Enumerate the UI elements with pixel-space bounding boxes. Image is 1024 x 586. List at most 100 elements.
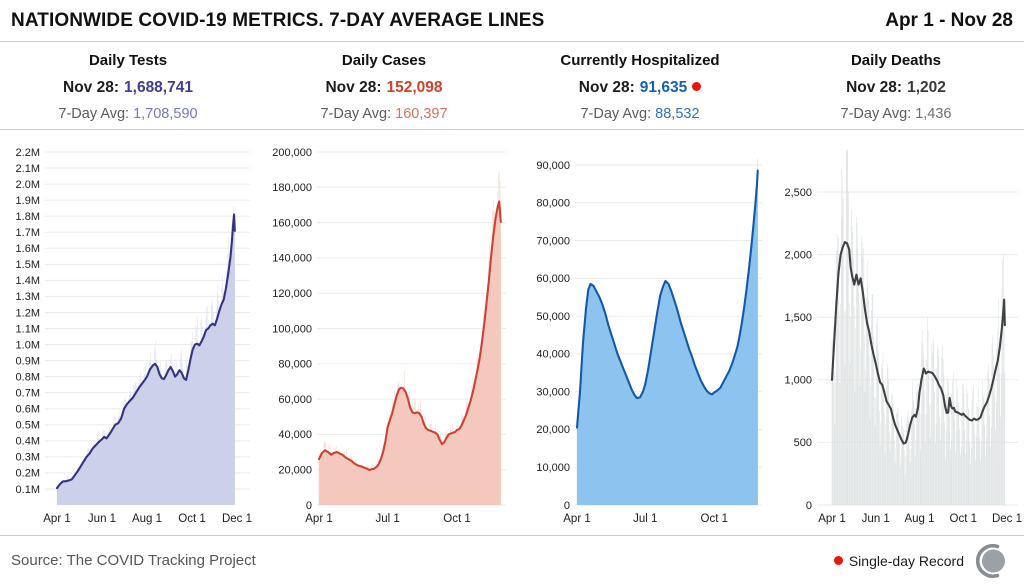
svg-text:1.3M: 1.3M bbox=[16, 291, 40, 303]
svg-text:2.1M: 2.1M bbox=[16, 163, 40, 175]
svg-text:0.8M: 0.8M bbox=[16, 371, 40, 383]
svg-text:Dec 1: Dec 1 bbox=[222, 513, 252, 525]
svg-text:Oct 1: Oct 1 bbox=[178, 513, 205, 525]
svg-text:1.0M: 1.0M bbox=[16, 339, 40, 351]
stat-avg: 7-Day Avg: 1,708,590 bbox=[0, 106, 256, 122]
svg-text:60,000: 60,000 bbox=[536, 273, 570, 285]
svg-text:Apr 1: Apr 1 bbox=[818, 513, 846, 525]
header: NATIONWIDE COVID-19 METRICS. 7-DAY AVERA… bbox=[0, 0, 1024, 42]
svg-text:80,000: 80,000 bbox=[278, 359, 312, 371]
svg-text:1.6M: 1.6M bbox=[16, 243, 40, 255]
record-legend-label: Single-day Record bbox=[848, 552, 964, 569]
svg-text:1.2M: 1.2M bbox=[16, 307, 40, 319]
svg-text:2.0M: 2.0M bbox=[16, 179, 40, 191]
svg-text:0: 0 bbox=[564, 500, 570, 512]
svg-text:Apr 1: Apr 1 bbox=[43, 513, 71, 525]
record-legend: Single-day Record bbox=[833, 539, 1014, 583]
avg-label: 7-Day Avg: bbox=[840, 106, 912, 122]
daily-cases-chart: 0 20,000 40,000 60,000 80,000 100,000 120,000 1… bbox=[272, 147, 506, 525]
svg-text:Oct 1: Oct 1 bbox=[701, 513, 728, 525]
stat-latest: Nov 28: 1,688,741 bbox=[0, 79, 256, 97]
svg-text:20,000: 20,000 bbox=[536, 424, 570, 436]
avg-value: 1,708,590 bbox=[133, 106, 198, 122]
svg-text:1.4M: 1.4M bbox=[16, 275, 40, 287]
panel-daily-deaths: 0 500 1,000 1,500 2,000 2,500 Apr 1 Jun 1 Aug 1 O… bbox=[768, 130, 1024, 535]
latest-value: 1,688,741 bbox=[124, 79, 193, 96]
svg-text:40,000: 40,000 bbox=[278, 429, 312, 441]
svg-text:2,500: 2,500 bbox=[784, 187, 812, 199]
avg-value: 1,436 bbox=[915, 106, 952, 122]
stat-latest: Nov 28: 1,202 bbox=[768, 79, 1024, 97]
svg-text:Aug 1: Aug 1 bbox=[132, 513, 162, 525]
svg-text:2.2M: 2.2M bbox=[16, 147, 40, 159]
svg-text:180,000: 180,000 bbox=[272, 182, 312, 194]
panel-daily-cases: 0 20,000 40,000 60,000 80,000 100,000 120,000 1… bbox=[256, 130, 512, 535]
ctp-logo-icon bbox=[975, 543, 1005, 578]
svg-text:0.9M: 0.9M bbox=[16, 355, 40, 367]
svg-text:50,000: 50,000 bbox=[536, 311, 570, 323]
svg-text:160,000: 160,000 bbox=[272, 217, 312, 229]
svg-text:1,500: 1,500 bbox=[784, 312, 812, 324]
svg-text:Jun 1: Jun 1 bbox=[862, 513, 890, 525]
svg-text:Dec 1: Dec 1 bbox=[992, 513, 1022, 525]
daily-deaths-chart: 0 500 1,000 1,500 2,000 2,500 Apr 1 Jun 1 Aug 1 O… bbox=[784, 148, 1022, 525]
svg-text:2,000: 2,000 bbox=[784, 249, 812, 261]
stat-latest: Nov 28: 91,635 bbox=[512, 79, 768, 97]
stat-latest: Nov 28: 152,098 bbox=[256, 79, 512, 97]
svg-text:60,000: 60,000 bbox=[278, 394, 312, 406]
svg-text:30,000: 30,000 bbox=[536, 386, 570, 398]
latest-label: Nov 28: bbox=[325, 79, 382, 96]
svg-text:0.6M: 0.6M bbox=[16, 404, 40, 416]
svg-text:Jun 1: Jun 1 bbox=[88, 513, 116, 525]
stat-title: Daily Cases bbox=[341, 52, 427, 69]
svg-text:0.5M: 0.5M bbox=[16, 420, 40, 432]
latest-label: Nov 28: bbox=[63, 79, 120, 96]
svg-text:70,000: 70,000 bbox=[536, 235, 570, 247]
stat-avg: 7-Day Avg: 1,436 bbox=[768, 106, 1024, 122]
svg-text:40,000: 40,000 bbox=[536, 349, 570, 361]
svg-text:1.8M: 1.8M bbox=[16, 211, 40, 223]
svg-text:120,000: 120,000 bbox=[272, 288, 312, 300]
stat-title: Currently Hospitalized bbox=[560, 52, 720, 69]
charts-row: 0.1M 0.2M 0.3M 0.4M 0.5M 0.6M 0.7M 0.8M 0.9M 1.0M… bbox=[0, 130, 1024, 535]
svg-text:0: 0 bbox=[306, 500, 312, 512]
svg-text:Apr 1: Apr 1 bbox=[563, 513, 591, 525]
svg-text:1.1M: 1.1M bbox=[16, 323, 40, 335]
svg-text:10,000: 10,000 bbox=[536, 462, 570, 474]
stat-title: Daily Deaths bbox=[850, 52, 942, 69]
source-credit: Source: The COVID Tracking Project bbox=[11, 552, 256, 569]
svg-text:0.4M: 0.4M bbox=[16, 436, 40, 448]
avg-label: 7-Day Avg: bbox=[580, 106, 652, 122]
footer: Source: The COVID Tracking Project Singl… bbox=[0, 535, 1024, 585]
svg-text:1,000: 1,000 bbox=[784, 375, 812, 387]
latest-value: 1,202 bbox=[907, 79, 946, 96]
daily-tests-chart: 0.1M 0.2M 0.3M 0.4M 0.5M 0.6M 0.7M 0.8M 0.9M 1.0M… bbox=[16, 147, 252, 525]
svg-text:Apr 1: Apr 1 bbox=[305, 513, 333, 525]
date-range: Apr 1 - Nov 28 bbox=[885, 9, 1013, 31]
svg-text:80,000: 80,000 bbox=[536, 198, 570, 210]
avg-label: 7-Day Avg: bbox=[320, 106, 392, 122]
svg-text:0.7M: 0.7M bbox=[16, 387, 40, 399]
stats-row: Daily Tests Nov 28: 1,688,741 7-Day Avg: 1… bbox=[0, 42, 1024, 130]
svg-text:0: 0 bbox=[806, 500, 812, 512]
stat-daily-tests: Daily Tests Nov 28: 1,688,741 7-Day Avg: 1… bbox=[0, 52, 256, 129]
panel-daily-tests: 0.1M 0.2M 0.3M 0.4M 0.5M 0.6M 0.7M 0.8M 0.9M 1.0M… bbox=[0, 130, 256, 535]
svg-text:20,000: 20,000 bbox=[278, 465, 312, 477]
avg-value: 160,397 bbox=[395, 106, 448, 122]
avg-label: 7-Day Avg: bbox=[58, 106, 130, 122]
stat-currently-hospitalized: Currently Hospitalized Nov 28: 91,635 7-D… bbox=[512, 52, 768, 129]
latest-value: 152,098 bbox=[386, 79, 443, 96]
single-day-record-dot bbox=[692, 82, 702, 91]
svg-text:0.2M: 0.2M bbox=[16, 468, 40, 480]
svg-text:Jul 1: Jul 1 bbox=[375, 513, 399, 525]
svg-text:1.7M: 1.7M bbox=[16, 227, 40, 239]
svg-text:90,000: 90,000 bbox=[536, 160, 570, 172]
stat-daily-deaths: Daily Deaths Nov 28: 1,202 7-Day Avg: 1,43… bbox=[768, 52, 1024, 129]
stat-title: Daily Tests bbox=[88, 52, 168, 69]
svg-text:140,000: 140,000 bbox=[272, 253, 312, 265]
svg-text:1.5M: 1.5M bbox=[16, 259, 40, 271]
stat-daily-cases: Daily Cases Nov 28: 152,098 7-Day Avg: 160… bbox=[256, 52, 512, 129]
stat-avg: 7-Day Avg: 88,532 bbox=[512, 106, 768, 122]
svg-text:500: 500 bbox=[794, 437, 812, 449]
